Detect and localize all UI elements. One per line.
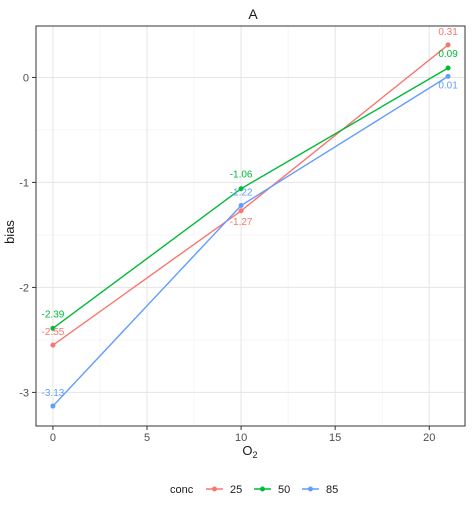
data-point — [445, 73, 451, 79]
data-label: -2.55 — [42, 327, 65, 338]
legend-key-point — [308, 486, 313, 492]
data-point — [238, 203, 244, 209]
x-axis-title: O2 — [242, 443, 257, 460]
legend: conc 25 50 85 — [170, 484, 338, 496]
plot-panel — [35, 25, 466, 427]
x-tick-label: 10 — [235, 432, 247, 444]
data-label: 0.09 — [438, 49, 458, 60]
legend-key-point — [260, 486, 265, 492]
y-axis-title: bias — [2, 220, 17, 244]
data-point — [50, 325, 56, 331]
x-axis-title-subscript: 2 — [253, 450, 258, 460]
legend-key-point — [212, 486, 217, 492]
y-tick-label: 0 — [23, 72, 29, 84]
data-point — [50, 403, 56, 409]
x-tick-label: 5 — [144, 432, 150, 444]
y-tick-label: -3 — [19, 387, 29, 399]
x-axis-title-main: O — [242, 443, 252, 458]
legend-item-label: 85 — [326, 484, 338, 496]
data-point — [445, 65, 451, 71]
x-tick-label: 15 — [329, 432, 341, 444]
legend-item-label: 50 — [278, 484, 290, 496]
x-tick-label: 0 — [50, 432, 56, 444]
data-point — [238, 208, 244, 214]
data-labels: -2.55 -1.27 0.31 -2.39 -1.06 0.09 -3.13 -1.22 0.… — [42, 27, 459, 399]
data-point — [445, 42, 451, 48]
series-layer — [50, 42, 451, 409]
data-label: 0.31 — [438, 27, 458, 38]
chart-title: A — [248, 6, 258, 22]
grid — [36, 26, 465, 426]
x-axis: 0 5 10 15 20 — [50, 426, 435, 444]
data-label: -2.39 — [42, 309, 65, 320]
data-label: -3.13 — [42, 388, 65, 399]
data-label: -1.22 — [230, 188, 253, 199]
data-point — [238, 186, 244, 192]
y-tick-label: -2 — [19, 282, 29, 294]
data-point — [50, 342, 56, 348]
legend-title: conc — [170, 484, 194, 496]
y-tick-label: -1 — [19, 177, 29, 189]
x-tick-label: 20 — [423, 432, 435, 444]
data-label: -1.06 — [230, 170, 253, 181]
series-line-85 — [52, 75, 449, 407]
y-axis: 0 -1 -2 -3 — [19, 72, 36, 399]
data-label: 0.01 — [438, 80, 458, 91]
legend-item-label: 25 — [230, 484, 242, 496]
data-label: -1.27 — [230, 217, 253, 228]
